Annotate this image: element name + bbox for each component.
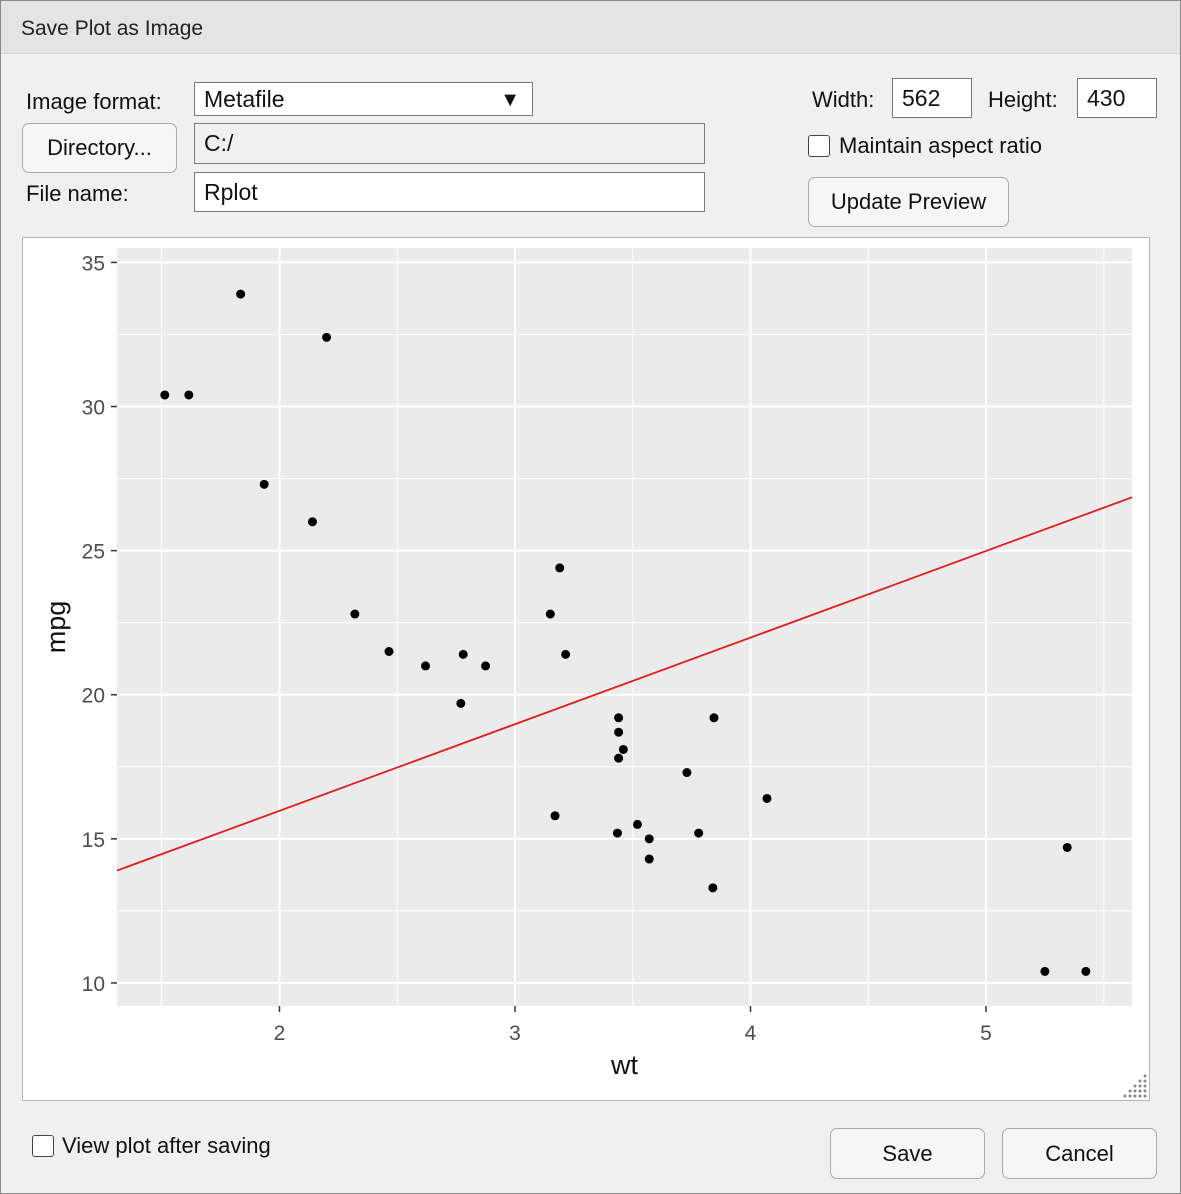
data-point <box>708 883 718 893</box>
data-point <box>762 793 772 803</box>
data-point <box>632 819 642 829</box>
view-after-saving-checkbox[interactable] <box>32 1135 54 1157</box>
data-point <box>421 661 431 671</box>
data-point <box>236 289 246 299</box>
image-format-label: Image format: <box>26 89 162 114</box>
data-point <box>561 649 571 659</box>
x-tick-label: 4 <box>745 1022 757 1045</box>
dialog-title: Save Plot as Image <box>21 17 204 40</box>
data-point <box>614 713 624 723</box>
y-axis-label: mpg <box>41 601 71 654</box>
data-point <box>456 698 466 708</box>
data-point <box>160 390 170 400</box>
save-button[interactable]: Save <box>830 1128 985 1179</box>
plot-panel <box>117 248 1132 1006</box>
directory-button[interactable]: Directory... <box>22 123 177 173</box>
image-format-select[interactable]: Metafile ▼ <box>194 82 533 116</box>
y-tick-label: 10 <box>82 973 105 996</box>
image-format-value: Metafile <box>204 86 285 112</box>
data-point <box>709 713 719 723</box>
y-tick-label: 30 <box>82 397 105 420</box>
x-tick-label: 2 <box>274 1022 286 1045</box>
data-point <box>644 834 654 844</box>
maintain-aspect-checkbox[interactable] <box>808 135 830 157</box>
width-input[interactable]: 562 <box>892 78 972 118</box>
file-name-input[interactable]: Rplot <box>194 172 705 212</box>
data-point <box>384 646 394 656</box>
file-name-label: File name: <box>26 181 129 206</box>
data-point <box>555 563 565 573</box>
directory-field[interactable]: C:/ <box>194 123 705 164</box>
data-point <box>350 609 360 619</box>
dropdown-arrow-icon: ▼ <box>500 89 520 111</box>
data-point <box>458 649 468 659</box>
data-point <box>1081 966 1091 976</box>
width-label: Width: <box>812 87 875 112</box>
data-point <box>184 390 194 400</box>
view-after-saving-label: View plot after saving <box>62 1133 271 1158</box>
height-input[interactable]: 430 <box>1077 78 1157 118</box>
x-tick-label: 3 <box>509 1022 521 1045</box>
cancel-button[interactable]: Cancel <box>1002 1128 1157 1179</box>
y-tick-label: 25 <box>82 541 105 564</box>
title-bar: Save Plot as Image <box>1 1 1180 54</box>
y-tick-label: 35 <box>82 252 105 275</box>
scatter-chart: 2 3 4 5 10 15 20 25 30 35 wt mpg <box>41 248 1133 1080</box>
data-point <box>1062 842 1072 852</box>
maintain-aspect-label: Maintain aspect ratio <box>839 133 1042 158</box>
y-tick-label: 15 <box>82 829 105 852</box>
data-point <box>614 753 624 763</box>
data-point <box>481 661 491 671</box>
trend-line <box>116 496 1133 872</box>
data-point <box>682 768 692 778</box>
data-point <box>307 517 317 527</box>
data-point <box>644 854 654 864</box>
data-point <box>614 727 624 737</box>
update-preview-button[interactable]: Update Preview <box>808 177 1009 227</box>
height-label: Height: <box>988 87 1058 112</box>
resize-grip-icon[interactable] <box>1107 1058 1149 1100</box>
x-tick-label: 5 <box>980 1022 992 1045</box>
x-axis-label: wt <box>610 1050 638 1080</box>
data-point <box>322 332 332 342</box>
data-point <box>259 479 269 489</box>
data-point <box>612 828 622 838</box>
y-tick-label: 20 <box>82 685 105 708</box>
data-point <box>1040 966 1050 976</box>
data-point <box>618 744 628 754</box>
data-point <box>694 828 704 838</box>
data-point <box>550 811 560 821</box>
data-point <box>545 609 555 619</box>
plot-preview: 2 3 4 5 10 15 20 25 30 35 wt mpg <box>22 237 1150 1101</box>
